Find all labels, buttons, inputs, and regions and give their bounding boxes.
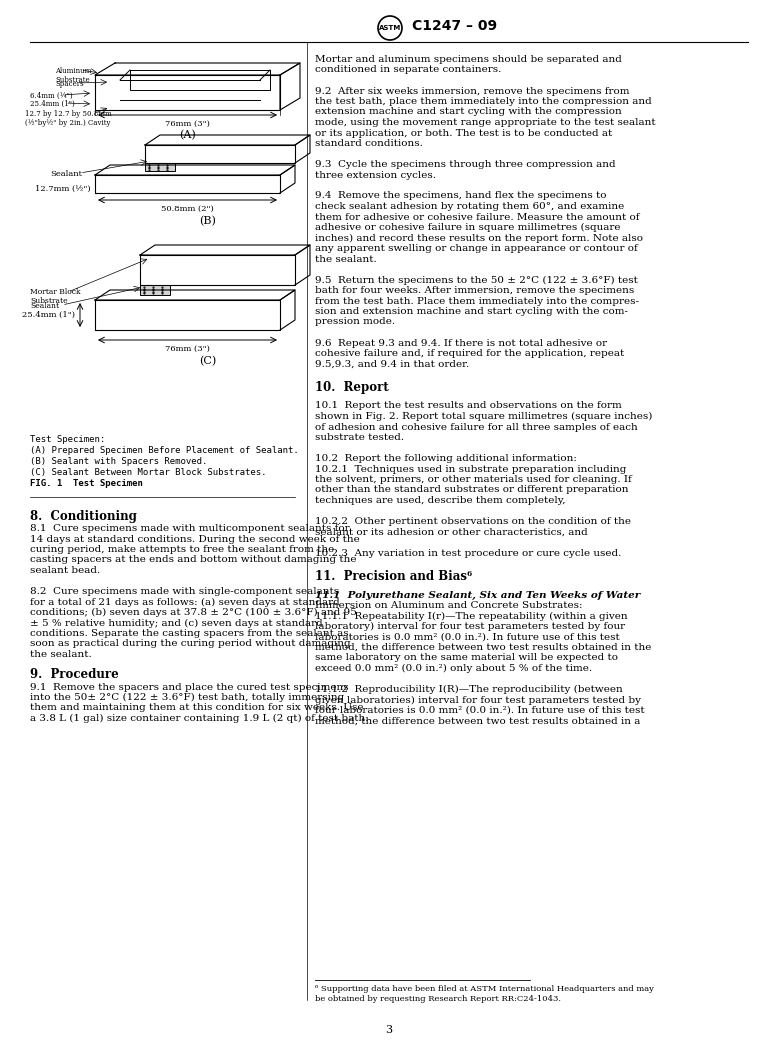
Text: the sealant.: the sealant. <box>315 254 377 263</box>
Text: any apparent swelling or change in appearance or contour of: any apparent swelling or change in appea… <box>315 244 638 253</box>
Text: Mortar and aluminum specimens should be separated and: Mortar and aluminum specimens should be … <box>315 55 622 64</box>
Text: method, the difference between two test results obtained in a: method, the difference between two test … <box>315 716 640 726</box>
Text: 10.2.2  Other pertinent observations on the condition of the: 10.2.2 Other pertinent observations on t… <box>315 517 631 526</box>
Text: 50.8mm (2"): 50.8mm (2") <box>161 205 214 213</box>
Text: Sealant: Sealant <box>30 302 59 310</box>
Text: 10.2.3  Any variation in test procedure or cure cycle used.: 10.2.3 Any variation in test procedure o… <box>315 549 622 558</box>
Text: 12.7 by 12.7 by 50.8mm
(½"by½" by 2in.) Cavity: 12.7 by 12.7 by 50.8mm (½"by½" by 2in.) … <box>25 110 112 127</box>
Text: laboratory) interval for four test parameters tested by four: laboratory) interval for four test param… <box>315 623 626 631</box>
Text: 9.3  Cycle the specimens through three compression and: 9.3 Cycle the specimens through three co… <box>315 160 615 169</box>
Text: 10.  Report: 10. Report <box>315 381 389 393</box>
Text: 9.5,9.3, and 9.4 in that order.: 9.5,9.3, and 9.4 in that order. <box>315 359 469 369</box>
Text: 11.1  Polyurethane Sealant, Six and Ten Weeks of Water: 11.1 Polyurethane Sealant, Six and Ten W… <box>315 590 640 600</box>
Text: sealant or its adhesion or other characteristics, and: sealant or its adhesion or other charact… <box>315 528 587 536</box>
Text: 9.5  Return the specimens to the 50 ± 2°C (122 ± 3.6°F) test: 9.5 Return the specimens to the 50 ± 2°C… <box>315 276 638 284</box>
Text: Mortar Block
Substrate: Mortar Block Substrate <box>30 288 80 305</box>
Text: 11.1.1  Repeatability I(r)—The repeatability (within a given: 11.1.1 Repeatability I(r)—The repeatabil… <box>315 611 628 620</box>
Text: substrate tested.: substrate tested. <box>315 433 404 442</box>
Text: 25.4mm (1"): 25.4mm (1") <box>22 311 75 319</box>
Text: inches) and record these results on the report form. Note also: inches) and record these results on the … <box>315 233 643 243</box>
Text: curing period, make attempts to free the sealant from the: curing period, make attempts to free the… <box>30 545 335 554</box>
Text: soon as practical during the curing period without damaging: soon as practical during the curing peri… <box>30 639 351 649</box>
Text: 10.1  Report the test results and observations on the form: 10.1 Report the test results and observa… <box>315 402 622 410</box>
Text: 25.4mm (1"): 25.4mm (1") <box>30 100 75 108</box>
Text: the solvent, primers, or other materials used for cleaning. If: the solvent, primers, or other materials… <box>315 475 632 484</box>
Text: a 3.8 L (1 gal) size container containing 1.9 L (2 qt) of test bath.: a 3.8 L (1 gal) size container containin… <box>30 714 369 723</box>
Text: FIG. 1  Test Specimen: FIG. 1 Test Specimen <box>30 479 143 488</box>
Text: (C): (C) <box>199 356 216 366</box>
Text: 9.  Procedure: 9. Procedure <box>30 668 119 682</box>
Text: 10.2.1  Techniques used in substrate preparation including: 10.2.1 Techniques used in substrate prep… <box>315 464 626 474</box>
Text: (B): (B) <box>199 215 216 226</box>
Text: ± 5 % relative humidity; and (c) seven days at standard: ± 5 % relative humidity; and (c) seven d… <box>30 618 323 628</box>
Text: extension machine and start cycling with the compression: extension machine and start cycling with… <box>315 107 622 117</box>
Text: 11.  Precision and Bias⁶: 11. Precision and Bias⁶ <box>315 569 472 583</box>
Text: them for adhesive or cohesive failure. Measure the amount of: them for adhesive or cohesive failure. M… <box>315 212 640 222</box>
Text: techniques are used, describe them completely,: techniques are used, describe them compl… <box>315 496 566 505</box>
Text: 8.  Conditioning: 8. Conditioning <box>30 510 137 523</box>
Text: ASTM: ASTM <box>379 25 401 31</box>
Text: 9.2  After six weeks immersion, remove the specimens from: 9.2 After six weeks immersion, remove th… <box>315 86 629 96</box>
Text: casting spacers at the ends and bottom without damaging the: casting spacers at the ends and bottom w… <box>30 556 356 564</box>
Text: 14 days at standard conditions. During the second week of the: 14 days at standard conditions. During t… <box>30 534 359 543</box>
Text: Test Specimen:: Test Specimen: <box>30 435 105 445</box>
Text: Aluminum
Substrate: Aluminum Substrate <box>55 67 91 84</box>
Text: (C) Sealant Between Mortar Block Substrates.: (C) Sealant Between Mortar Block Substra… <box>30 468 267 477</box>
Text: 8.1  Cure specimens made with multicomponent sealants for: 8.1 Cure specimens made with multicompon… <box>30 524 349 533</box>
Text: 12.7mm (½"): 12.7mm (½") <box>35 185 90 193</box>
Text: (A): (A) <box>179 130 196 141</box>
Text: check sealant adhesion by rotating them 60°, and examine: check sealant adhesion by rotating them … <box>315 202 624 211</box>
Text: 76mm (3"): 76mm (3") <box>165 345 210 353</box>
Text: 76mm (3"): 76mm (3") <box>165 120 210 128</box>
Text: Spacers: Spacers <box>55 80 83 88</box>
Text: four laboratories is 0.0 mm² (0.0 in.²). In future use of this test: four laboratories is 0.0 mm² (0.0 in.²).… <box>315 706 645 715</box>
Text: (A) Prepared Specimen Before Placement of Sealant.: (A) Prepared Specimen Before Placement o… <box>30 446 299 455</box>
Text: given laboratories) interval for four test parameters tested by: given laboratories) interval for four te… <box>315 695 641 705</box>
Text: or its application, or both. The test is to be conducted at: or its application, or both. The test is… <box>315 128 612 137</box>
Text: them and maintaining them at this condition for six weeks. Use: them and maintaining them at this condit… <box>30 704 363 712</box>
Text: 8.2  Cure specimens made with single-component sealants: 8.2 Cure specimens made with single-comp… <box>30 587 339 596</box>
Text: for a total of 21 days as follows: (a) seven days at standard: for a total of 21 days as follows: (a) s… <box>30 598 340 607</box>
Text: 10.2  Report the following additional information:: 10.2 Report the following additional inf… <box>315 454 576 463</box>
Text: the test bath, place them immediately into the compression and: the test bath, place them immediately in… <box>315 97 652 106</box>
Text: standard conditions.: standard conditions. <box>315 139 423 148</box>
Text: into the 50± 2°C (122 ± 3.6°F) test bath, totally immersing: into the 50± 2°C (122 ± 3.6°F) test bath… <box>30 693 344 702</box>
Text: other than the standard substrates or different preparation: other than the standard substrates or di… <box>315 485 629 494</box>
Text: Immersion on Aluminum and Concrete Substrates:: Immersion on Aluminum and Concrete Subst… <box>315 601 583 610</box>
Text: pression mode.: pression mode. <box>315 318 395 327</box>
Text: method, the difference between two test results obtained in the: method, the difference between two test … <box>315 643 651 652</box>
Text: sealant bead.: sealant bead. <box>30 566 100 575</box>
Text: Sealant: Sealant <box>50 170 82 178</box>
Text: bath for four weeks. After immersion, remove the specimens: bath for four weeks. After immersion, re… <box>315 286 634 295</box>
Text: ⁶ Supporting data have been filed at ASTM International Headquarters and may: ⁶ Supporting data have been filed at AST… <box>315 985 654 993</box>
Text: conditions; (b) seven days at 37.8 ± 2°C (100 ± 3.6°F) and 95: conditions; (b) seven days at 37.8 ± 2°C… <box>30 608 357 617</box>
Text: conditioned in separate containers.: conditioned in separate containers. <box>315 66 501 75</box>
Text: same laboratory on the same material will be expected to: same laboratory on the same material wil… <box>315 654 618 662</box>
Text: conditions. Separate the casting spacers from the sealant as: conditions. Separate the casting spacers… <box>30 629 349 638</box>
Text: adhesive or cohesive failure in square millimetres (square: adhesive or cohesive failure in square m… <box>315 223 621 232</box>
Text: 9.6  Repeat 9.3 and 9.4. If there is not total adhesive or: 9.6 Repeat 9.3 and 9.4. If there is not … <box>315 338 607 348</box>
Bar <box>145 163 175 171</box>
Bar <box>140 285 170 295</box>
Text: 6.4mm (¼"): 6.4mm (¼") <box>30 92 72 100</box>
Text: mode, using the movement range appropriate to the test sealant: mode, using the movement range appropria… <box>315 118 656 127</box>
Text: laboratories is 0.0 mm² (0.0 in.²). In future use of this test: laboratories is 0.0 mm² (0.0 in.²). In f… <box>315 633 620 641</box>
Text: 11.1.2  Reproducibility I(R)—The reproducibility (between: 11.1.2 Reproducibility I(R)—The reproduc… <box>315 685 622 694</box>
Text: 9.4  Remove the specimens, hand flex the specimens to: 9.4 Remove the specimens, hand flex the … <box>315 192 607 201</box>
Text: C1247 – 09: C1247 – 09 <box>412 19 497 33</box>
Text: from the test bath. Place them immediately into the compres-: from the test bath. Place them immediate… <box>315 297 639 305</box>
Text: cohesive failure and, if required for the application, repeat: cohesive failure and, if required for th… <box>315 349 624 358</box>
Text: of adhesion and cohesive failure for all three samples of each: of adhesion and cohesive failure for all… <box>315 423 638 432</box>
Text: exceed 0.0 mm² (0.0 in.²) only about 5 % of the time.: exceed 0.0 mm² (0.0 in.²) only about 5 %… <box>315 664 592 674</box>
Text: be obtained by requesting Research Report RR:C24-1043.: be obtained by requesting Research Repor… <box>315 995 561 1002</box>
Text: 9.1  Remove the spacers and place the cured test specimens: 9.1 Remove the spacers and place the cur… <box>30 683 349 691</box>
Text: (B) Sealant with Spacers Removed.: (B) Sealant with Spacers Removed. <box>30 457 208 466</box>
Text: three extension cycles.: three extension cycles. <box>315 171 436 179</box>
Text: 3: 3 <box>385 1025 393 1035</box>
Text: the sealant.: the sealant. <box>30 650 92 659</box>
Text: shown in Fig. 2. Report total square millimetres (square inches): shown in Fig. 2. Report total square mil… <box>315 412 653 422</box>
Text: sion and extension machine and start cycling with the com-: sion and extension machine and start cyc… <box>315 307 628 316</box>
